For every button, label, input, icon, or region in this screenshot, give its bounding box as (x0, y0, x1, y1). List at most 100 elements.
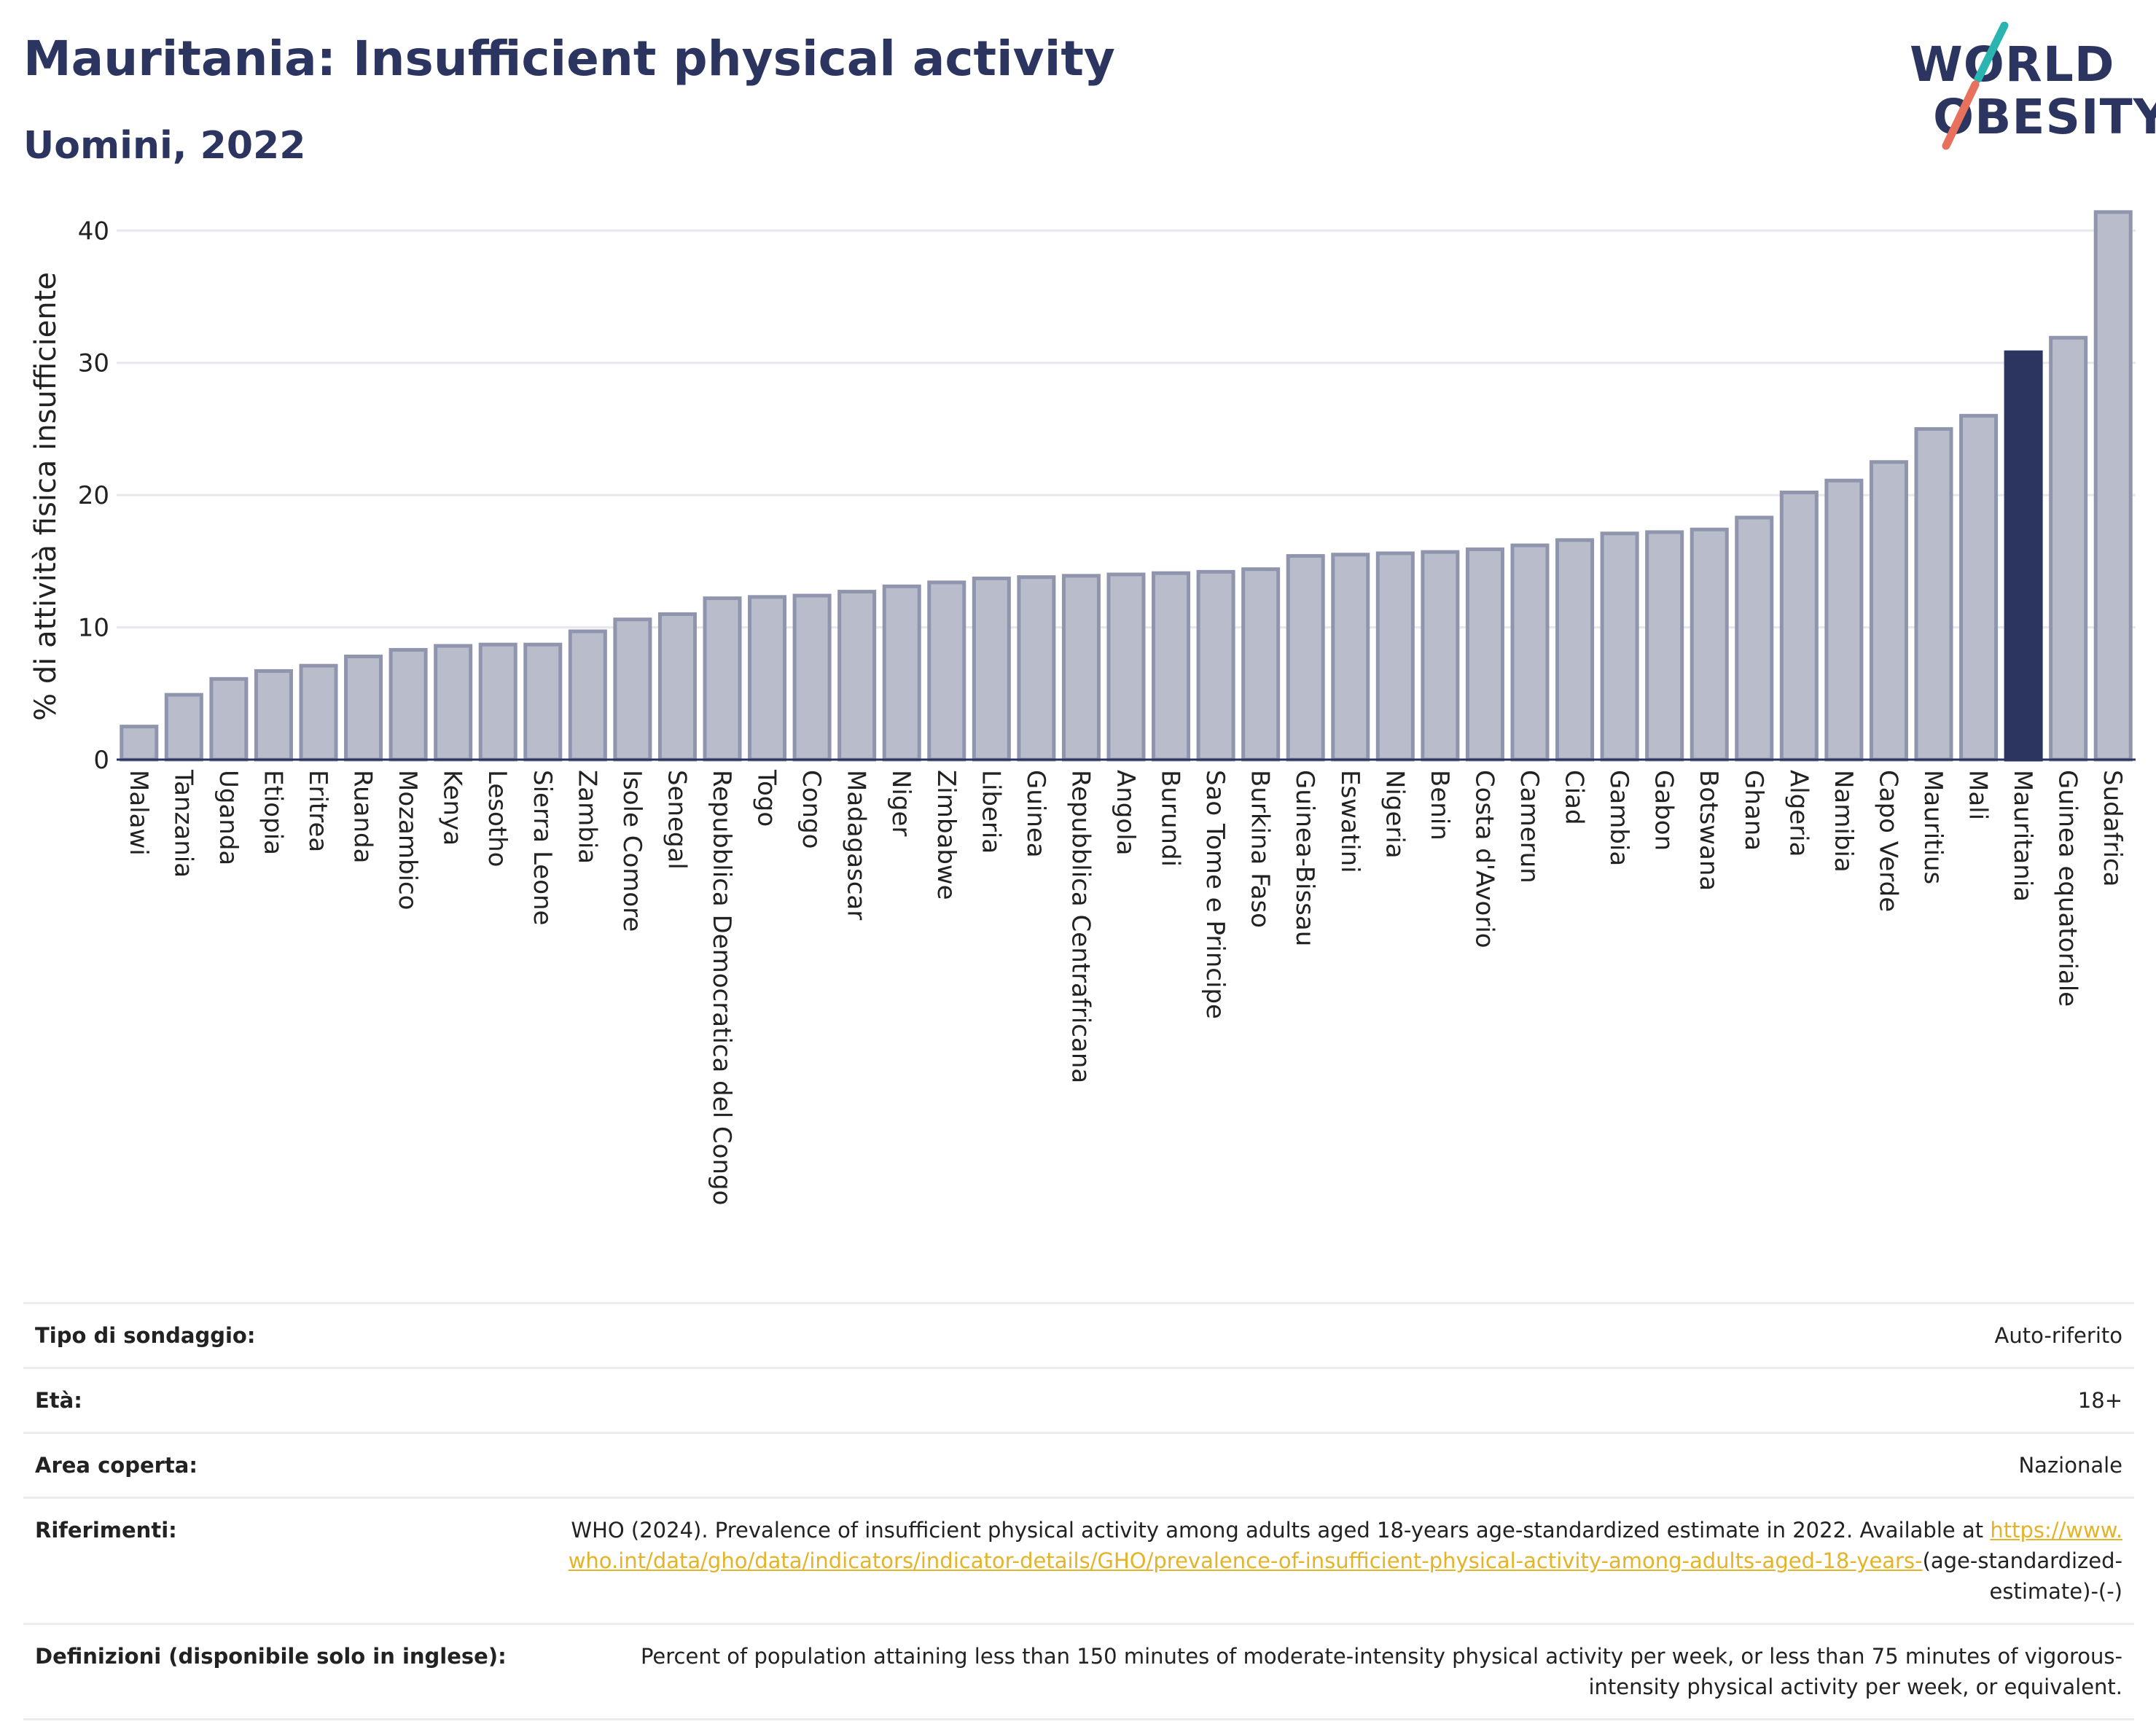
x-tick-label: Senegal (662, 770, 691, 870)
details-label: Riferimenti: (35, 1518, 177, 1543)
bar (657, 612, 697, 762)
bar (748, 595, 787, 762)
bar (882, 584, 921, 762)
x-tick-label: Madagascar (842, 770, 871, 920)
bar-highlighted (2004, 350, 2043, 762)
bar (1555, 538, 1595, 762)
details-value: WHO (2024). Prevalence of insufficient p… (555, 1515, 2122, 1607)
world-obesity-logo: WORLD OBESITY (1902, 22, 2156, 153)
x-tick-label: Guinea equatoriale (2053, 770, 2082, 1007)
x-tick-label: Guinea-Bissau (1290, 770, 1319, 946)
bar (388, 647, 428, 762)
bar (1914, 426, 1953, 762)
x-tick-label: Malawi (124, 770, 153, 856)
bar (209, 677, 249, 762)
details-value: Auto-riferito (1994, 1323, 2122, 1348)
bar (613, 617, 652, 762)
x-tick-label: Ciad (1560, 770, 1589, 825)
bar (299, 663, 338, 762)
x-tick-label: Togo (752, 769, 781, 827)
x-tick-label: Congo (797, 770, 826, 849)
x-tick-label: Niger (886, 770, 915, 836)
x-tick-label: Kenya (438, 770, 467, 846)
bar (837, 590, 877, 762)
x-tick-label: Gambia (1604, 770, 1633, 866)
x-tick-label: Zimbabwe (931, 770, 961, 900)
x-tick-label: Nigeria (1380, 770, 1409, 859)
details-row-age: Età: 18+ (23, 1367, 2134, 1432)
details-label: Tipo di sondaggio: (35, 1323, 256, 1348)
bar (1331, 553, 1370, 762)
x-tick-label: Capo Verde (1873, 770, 1902, 912)
bar (1645, 530, 1684, 762)
logo-line-1: WORLD (1910, 36, 2115, 93)
y-tick-label: 40 (78, 217, 109, 246)
details-row-definitions: Definizioni (disponibile solo in inglese… (23, 1623, 2134, 1720)
bar (972, 576, 1011, 762)
bar (2093, 210, 2133, 762)
x-tick-label: Ghana (1739, 770, 1768, 851)
bar (478, 642, 517, 762)
bar (568, 629, 607, 762)
x-tick-label: Mauritius (1918, 770, 1948, 884)
bar (1690, 527, 1729, 762)
x-tick-label: Sudafrica (2098, 770, 2127, 886)
bar (927, 580, 966, 762)
details-value: Nazionale (2018, 1453, 2122, 1478)
bar (434, 644, 473, 762)
x-tick-label: Gabon (1649, 770, 1679, 851)
bar (792, 593, 832, 762)
bar (1735, 515, 1774, 762)
bar (1061, 574, 1101, 762)
bar (1824, 478, 1864, 762)
x-tick-label: Sierra Leone (528, 770, 557, 925)
reference-suffix: (age-standardized-estimate)-(-) (1922, 1548, 2122, 1604)
x-tick-label: Botswana (1694, 770, 1723, 891)
x-tick-label: Lesotho (483, 770, 512, 867)
x-tick-label: Repubblica Democratica del Congo (707, 770, 736, 1205)
details-value: 18+ (2077, 1388, 2122, 1413)
x-tick-label: Costa d'Avorio (1469, 770, 1499, 948)
x-tick-label: Eritrea (303, 770, 332, 852)
y-axis-label: % di attività fisica insufficiente (29, 272, 63, 721)
details-row-survey-type: Tipo di sondaggio: Auto-riferito (23, 1302, 2134, 1367)
x-tick-label: Eswatini (1335, 770, 1364, 873)
x-tick-label: Mauritania (2008, 770, 2037, 902)
x-tick-label: Repubblica Centrafricana (1066, 770, 1095, 1083)
bar (1152, 571, 1191, 762)
bar (1779, 491, 1819, 762)
details-table: Tipo di sondaggio: Auto-riferito Età: 18… (23, 1302, 2134, 1720)
bar (344, 654, 383, 762)
bar (2049, 335, 2088, 762)
bar (1465, 547, 1504, 762)
bar (703, 596, 742, 762)
bar (523, 642, 563, 762)
x-tick-label: Etiopia (258, 770, 287, 855)
x-tick-label: Camerun (1515, 770, 1544, 884)
x-tick-label: Tanzania (168, 769, 198, 878)
x-tick-label: Angola (1111, 770, 1140, 855)
x-tick-label: Sao Tome e Principe (1200, 770, 1230, 1019)
bar (1017, 575, 1056, 762)
bar (1106, 572, 1146, 762)
x-tick-label: Guinea (1021, 770, 1050, 858)
reference-link[interactable]: https://www.who.int/data/gho/data/indica… (568, 1518, 2122, 1573)
bar (254, 668, 293, 762)
x-tick-label: Mali (1964, 770, 1993, 820)
x-tick-label: Isole Comore (617, 770, 647, 932)
details-value: Percent of population attaining less tha… (640, 1644, 2122, 1699)
x-tick-label: Burundi (1156, 770, 1185, 867)
y-tick-label: 30 (78, 349, 109, 378)
y-tick-label: 20 (78, 481, 109, 510)
reference-text: WHO (2024). Prevalence of insufficient p… (571, 1518, 1984, 1543)
x-tick-label: Ruanda (348, 770, 378, 863)
details-row-references: Riferimenti: WHO (2024). Prevalence of i… (23, 1497, 2134, 1623)
bar (1241, 567, 1281, 762)
x-tick-label: Mozambico (393, 770, 422, 910)
y-tick-label: 0 (93, 746, 109, 775)
bar-chart: 0 10 20 30 40 % di attività fisica insufficie… (29, 210, 2136, 1205)
bar (1600, 531, 1639, 762)
x-tick-label: Algeria (1784, 770, 1813, 857)
x-tick-label: Uganda (214, 770, 243, 865)
bar (120, 725, 159, 762)
